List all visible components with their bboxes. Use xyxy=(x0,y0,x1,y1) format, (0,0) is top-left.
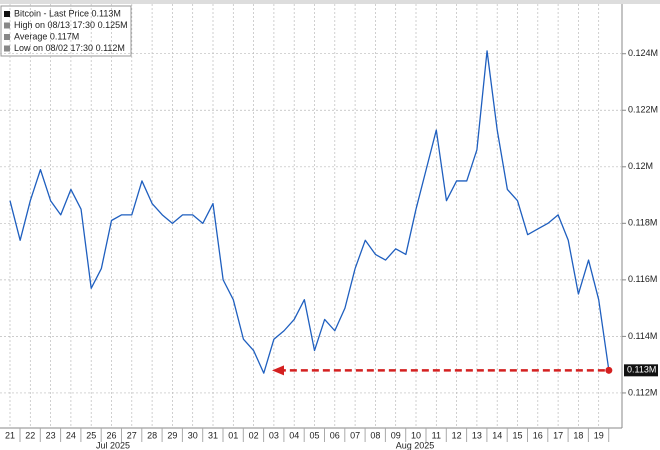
legend-entry: Average 0.117M xyxy=(14,31,79,41)
x-tick-label: 14 xyxy=(492,430,502,440)
y-tick-label: 0.118M xyxy=(628,218,657,228)
x-tick-label: 06 xyxy=(330,430,340,440)
x-tick-label: 13 xyxy=(472,430,482,440)
last-price-label: 0.113M xyxy=(627,365,656,375)
y-tick-label: 0.114M xyxy=(628,331,657,341)
x-tick-label: 09 xyxy=(391,430,401,440)
month-label: Jul 2025 xyxy=(96,440,130,450)
price-line xyxy=(9,50,610,374)
x-tick-label: 17 xyxy=(553,430,563,440)
y-tick-label: 0.116M xyxy=(628,274,657,284)
x-tick-label: 01 xyxy=(228,430,238,440)
x-tick-label: 28 xyxy=(147,430,157,440)
x-tick-label: 29 xyxy=(167,430,177,440)
legend-entry: Low on 08/02 17:30 0.112M xyxy=(14,43,125,53)
x-tick-label: 30 xyxy=(188,430,198,440)
month-label: Aug 2025 xyxy=(396,440,435,450)
x-tick-label: 25 xyxy=(86,430,96,440)
x-tick-label: 24 xyxy=(66,430,76,440)
x-tick-label: 15 xyxy=(512,430,522,440)
last-point xyxy=(605,366,613,374)
y-tick-label: 0.12M xyxy=(628,161,653,171)
y-tick-label: 0.124M xyxy=(628,48,658,58)
x-tick-label: 21 xyxy=(5,430,15,440)
x-tick-label: 12 xyxy=(452,430,462,440)
x-tick-label: 22 xyxy=(25,430,35,440)
legend-entry: Bitcoin - Last Price 0.113M xyxy=(14,8,121,18)
x-tick-label: 11 xyxy=(432,430,441,440)
x-tick-label: 10 xyxy=(411,430,421,440)
toolbar-strip xyxy=(0,0,660,4)
y-tick-label: 0.122M xyxy=(628,105,658,115)
x-tick-label: 27 xyxy=(127,430,137,440)
x-tick-label: 07 xyxy=(350,430,360,440)
x-tick-label: 02 xyxy=(249,430,259,440)
legend-icon xyxy=(4,11,10,17)
x-tick-label: 08 xyxy=(370,430,380,440)
x-tick-label: 05 xyxy=(309,430,319,440)
y-tick-label: 0.112M xyxy=(628,387,657,397)
x-tick-label: 23 xyxy=(46,430,56,440)
legend-icon xyxy=(4,45,10,52)
x-tick-label: 31 xyxy=(208,430,218,440)
x-tick-label: 03 xyxy=(269,430,279,440)
x-tick-label: 16 xyxy=(533,430,543,440)
legend-icon xyxy=(4,34,10,40)
legend-entry: High on 08/13 17:30 0.125M xyxy=(14,20,128,30)
x-tick-label: 26 xyxy=(106,430,116,440)
last-price-tag xyxy=(624,364,658,377)
x-tick-label: 19 xyxy=(594,430,604,440)
x-tick-label: 18 xyxy=(573,430,583,440)
x-tick-label: 04 xyxy=(289,430,299,440)
arrow-head xyxy=(272,365,284,376)
legend-box xyxy=(0,5,132,57)
legend-icon xyxy=(4,22,10,29)
